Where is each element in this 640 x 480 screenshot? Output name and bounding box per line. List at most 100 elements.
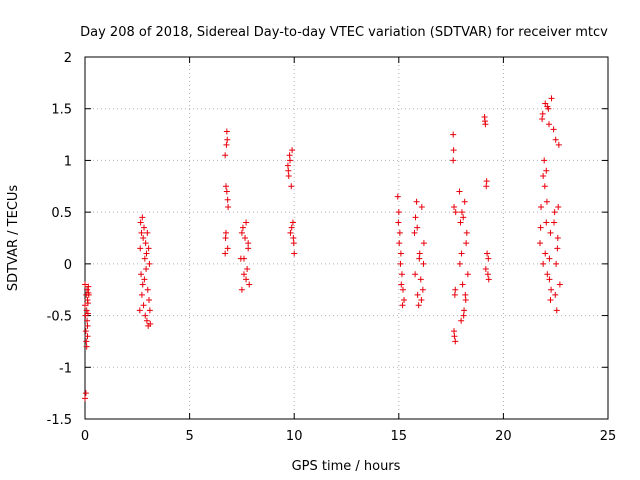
data-point	[222, 250, 229, 257]
data-point	[555, 141, 562, 148]
data-point	[460, 214, 467, 221]
data-point	[142, 312, 149, 319]
data-point	[539, 116, 546, 123]
data-point	[552, 136, 559, 143]
data-point	[223, 188, 230, 195]
data-point	[411, 229, 418, 236]
data-point	[458, 209, 465, 216]
data-point	[462, 291, 469, 298]
data-point	[82, 281, 88, 288]
data-point	[289, 219, 296, 226]
data-point	[540, 260, 547, 267]
data-point	[238, 286, 245, 293]
data-point	[137, 245, 144, 252]
data-point	[485, 255, 492, 262]
data-point	[413, 198, 420, 205]
data-point	[554, 245, 561, 252]
data-point	[288, 224, 295, 231]
data-point	[396, 240, 403, 247]
data-point	[553, 307, 560, 314]
data-point	[285, 172, 292, 179]
data-point	[484, 250, 491, 257]
data-point	[85, 291, 92, 298]
data-points	[82, 95, 563, 402]
data-point	[290, 240, 297, 247]
data-point	[140, 302, 147, 309]
data-point	[416, 250, 423, 257]
data-point	[289, 147, 296, 154]
data-point	[452, 286, 459, 293]
data-point	[546, 255, 553, 262]
data-point	[456, 260, 463, 267]
data-point	[415, 302, 422, 309]
x-tick-label: 20	[495, 429, 512, 444]
y-tick-label: 1	[64, 154, 72, 169]
data-point	[458, 250, 465, 257]
data-point	[146, 307, 153, 314]
data-point	[144, 229, 151, 236]
data-point	[484, 271, 491, 278]
y-tick-label: -1	[59, 361, 72, 376]
data-point	[451, 328, 458, 335]
data-point	[461, 198, 468, 205]
data-point	[397, 260, 404, 267]
data-point	[143, 250, 150, 257]
data-point	[147, 320, 154, 327]
data-point	[285, 167, 292, 174]
axis-ticks: 0 5 10 15 20 25 -1.5 -1 -0.5 0 0.5 1 1.5 2	[47, 51, 617, 444]
data-point	[551, 219, 558, 226]
data-point	[222, 152, 229, 159]
data-point	[83, 338, 90, 345]
data-point	[463, 229, 470, 236]
data-point	[538, 203, 545, 210]
data-point	[142, 240, 149, 247]
data-point	[414, 224, 421, 231]
data-point	[138, 291, 145, 298]
data-point	[136, 307, 143, 314]
data-point	[224, 136, 231, 143]
y-tick-label: 0	[64, 258, 72, 273]
data-point	[399, 302, 406, 309]
data-point	[451, 203, 458, 210]
data-point	[245, 240, 252, 247]
chart-title: Day 208 of 2018, Sidereal Day-to-day VTE…	[80, 25, 608, 40]
data-point	[246, 281, 253, 288]
data-point	[539, 110, 546, 117]
data-point	[84, 286, 91, 293]
data-point	[450, 157, 457, 164]
data-point	[483, 178, 490, 185]
data-point	[544, 103, 551, 110]
data-point	[394, 193, 401, 200]
data-point	[138, 271, 145, 278]
data-point	[420, 240, 427, 247]
x-tick-label: 5	[185, 429, 193, 444]
data-point	[395, 219, 402, 226]
data-point	[84, 322, 91, 329]
data-point	[548, 286, 555, 293]
data-point	[546, 276, 553, 283]
data-point	[223, 229, 230, 236]
data-point	[223, 141, 230, 148]
data-point	[464, 271, 471, 278]
data-point	[146, 297, 153, 304]
data-point	[460, 312, 467, 319]
data-point	[242, 235, 249, 241]
data-point	[84, 310, 91, 317]
data-point	[224, 196, 231, 203]
data-point	[224, 245, 231, 252]
data-point	[239, 224, 246, 231]
data-point	[141, 276, 148, 283]
data-point	[137, 219, 144, 226]
data-point	[457, 219, 464, 226]
data-point	[145, 245, 152, 252]
data-point	[419, 286, 426, 293]
data-point	[414, 291, 421, 298]
data-point	[551, 209, 558, 216]
data-point	[540, 172, 547, 179]
data-point	[418, 203, 425, 210]
data-point	[138, 229, 145, 236]
data-point	[143, 317, 150, 324]
data-point	[223, 128, 230, 135]
data-point	[452, 209, 459, 216]
